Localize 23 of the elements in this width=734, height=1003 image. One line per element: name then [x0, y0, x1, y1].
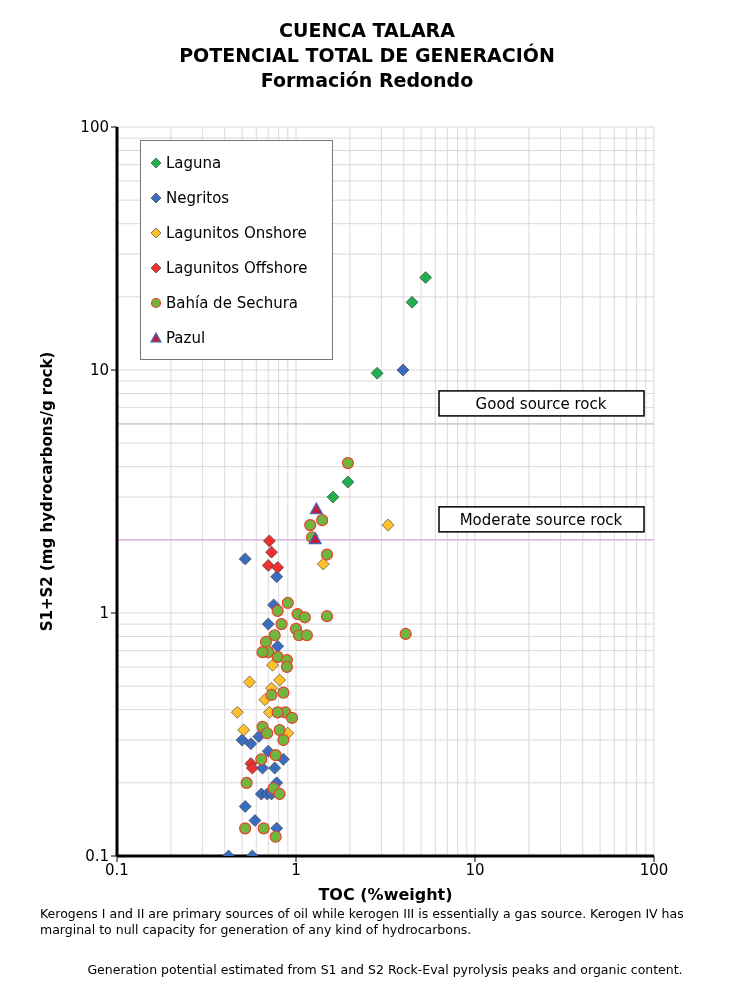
x-axis-title: TOC (%weight) [318, 885, 453, 904]
y-tick-label: 10 [89, 361, 109, 380]
legend-label: Negritos [166, 188, 230, 207]
y-tick-label: 100 [80, 118, 109, 137]
ref-line-label: Moderate source rock [459, 510, 623, 529]
y-tick-label: 1 [99, 604, 109, 623]
legend-label: Bahía de Sechura [166, 293, 299, 312]
chart-title: CUENCA TALARA POTENCIAL TOTAL DE GENERACIÓN [178, 18, 556, 68]
ref-line-label: Good source rock [475, 394, 607, 413]
label-box: Moderate source rock [438, 506, 645, 533]
legend-label: Lagunitos Offshore [166, 258, 308, 277]
legend-label: Laguna [166, 153, 222, 172]
x-tick-label: 0.1 [105, 860, 129, 879]
label-box: Good source rock [438, 390, 645, 417]
legend-label: Pazul [166, 328, 206, 347]
text: Kerogens I and II are primary sources of oil while kerogen III is essentially a gas source. Kerogen IV has marginal to null capacity for generation of any kind of hydrocarbons. [40, 906, 685, 938]
legend-label: Lagunitos Onshore [166, 223, 307, 242]
chart-subtitle: Formación Redondo [259, 68, 475, 93]
text: Generation potential estimated from S1 and S2 Rock-Eval pyrolysis peaks and organic content. [86, 962, 684, 978]
y-axis-title: S1+S2 (mg hydrocarbons/g rock) [38, 351, 56, 632]
x-tick-label: 100 [639, 860, 669, 879]
x-tick-label: 1 [291, 860, 301, 879]
x-tick-label: 10 [465, 860, 485, 879]
